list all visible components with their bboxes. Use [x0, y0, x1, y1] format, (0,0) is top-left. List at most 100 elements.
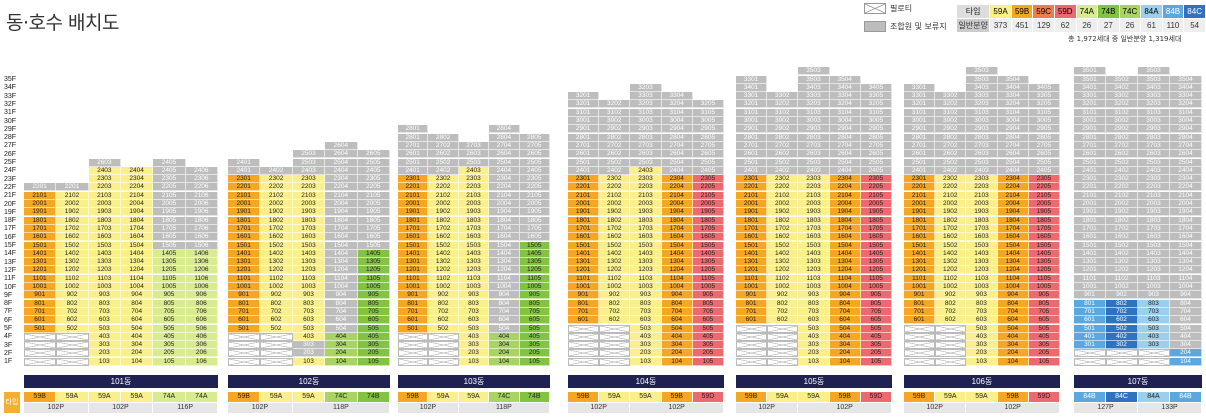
unit-cell: 704: [829, 307, 861, 316]
reserved-unit-cell: 3302: [767, 92, 799, 101]
unit-cell: 1602: [599, 233, 631, 242]
page-title: 동·호수 배치도: [6, 12, 119, 34]
reserved-unit-cell: 2005: [153, 200, 186, 208]
unit-cell: 1705: [1028, 224, 1060, 233]
unit-cell: 601: [1074, 316, 1106, 325]
reserved-unit-cell: 2601: [398, 150, 429, 159]
unit-type-cell: 59D: [860, 392, 892, 402]
unit-cell: 1005: [860, 283, 892, 291]
unit-cell: 1104: [661, 274, 693, 283]
unit-cell: 2001: [568, 200, 600, 208]
unit-cell: 1205: [357, 266, 390, 275]
unit-cell: 1703: [798, 224, 830, 233]
reserved-unit-cell: 2204: [325, 183, 358, 192]
unit-cell: 1803: [630, 216, 662, 225]
legend-pilotis-label: 필로티: [890, 4, 913, 13]
pilotis-cell: [56, 349, 89, 358]
reserved-unit-cell: 2104: [325, 191, 358, 200]
reserved-unit-cell: 2904: [1170, 125, 1202, 134]
unit-cell: 1203: [630, 266, 662, 275]
reserved-unit-cell: 1606: [185, 233, 218, 242]
reserved-unit-cell: 3304: [661, 92, 693, 101]
unit-cell: 2304: [661, 175, 693, 184]
reserved-unit-cell: 2804: [661, 133, 693, 142]
reserved-unit-cell: 1605: [153, 233, 186, 242]
unit-cell: 803: [458, 299, 490, 308]
unit-cell: 2102: [260, 191, 293, 200]
unit-cell: 1803: [88, 216, 121, 225]
unit-cell: 901: [228, 291, 261, 300]
unit-cell: 1102: [935, 274, 967, 283]
unit-cell: 1105: [357, 274, 390, 283]
unit-cell: 702: [767, 307, 799, 316]
pilotis-cell: [904, 324, 936, 333]
unit-cell: 1301: [398, 258, 429, 267]
unit-cell: 105: [357, 357, 390, 366]
type-code-59D: 59D: [1053, 4, 1077, 19]
unit-cell: 302: [1106, 341, 1138, 350]
unit-type-cell: 59A: [458, 392, 490, 402]
unit-cell: 802: [428, 299, 459, 308]
unit-type-cell: 59B: [661, 392, 693, 402]
unit-cell: 1701: [736, 224, 768, 233]
reserved-unit-cell: 1905: [519, 208, 550, 217]
reserved-unit-cell: 1704: [325, 224, 358, 233]
unit-cell: 2101: [24, 191, 57, 200]
unit-cell: 1101: [228, 274, 261, 283]
reserved-unit-cell: 2704: [829, 141, 861, 150]
unit-cell: 1901: [228, 208, 261, 217]
unit-cell: 1505: [1028, 241, 1060, 250]
reserved-unit-cell: 1004: [1170, 283, 1202, 291]
unit-cell: 1403: [798, 249, 830, 258]
reserved-unit-cell: 3503: [798, 75, 830, 84]
reserved-unit-cell: 1603: [1138, 233, 1170, 242]
unit-cell: 2403: [458, 166, 490, 175]
reserved-unit-cell: 2505: [692, 158, 724, 167]
unit-cell: 601: [568, 316, 600, 325]
reserved-unit-cell: 2802: [1106, 133, 1138, 142]
unit-cell: 902: [935, 291, 967, 300]
unit-cell: 602: [260, 316, 293, 325]
unit-cell: 1402: [260, 249, 293, 258]
unit-cell: 1306: [185, 258, 218, 267]
reserved-unit-cell: 904: [489, 291, 520, 300]
unit-cell: 405: [357, 332, 390, 341]
reserved-unit-cell: 3004: [1170, 117, 1202, 125]
pilotis-cell: [56, 332, 89, 341]
unit-cell: 2105: [1028, 191, 1060, 200]
reserved-unit-cell: 3005: [860, 117, 892, 125]
reserved-unit-cell: 3305: [860, 92, 892, 101]
pilotis-cell: [56, 357, 89, 366]
unit-cell: 801: [228, 299, 261, 308]
unit-cell: 801: [568, 299, 600, 308]
unit-size-cell: 116P: [153, 403, 218, 413]
unit-cell: 1503: [292, 241, 326, 250]
unit-cell: 1004: [121, 283, 154, 291]
reserved-unit-cell: 804: [489, 299, 520, 308]
unit-cell: 1003: [630, 283, 662, 291]
unit-cell: 1104: [829, 274, 861, 283]
unit-cell: 2202: [428, 183, 459, 192]
unit-cell: 603: [966, 316, 998, 325]
unit-cell: 304: [829, 341, 861, 350]
reserved-unit-cell: 2305: [153, 175, 186, 184]
reserved-unit-cell: 2703: [1138, 141, 1170, 150]
unit-cell: 103: [630, 357, 662, 366]
reserved-unit-cell: 3403: [966, 83, 998, 92]
reserved-unit-cell: 1303: [1138, 258, 1170, 267]
unit-type-cell: 59B: [228, 392, 261, 402]
unit-cell: 2303: [88, 175, 121, 184]
reserved-unit-cell: 1506: [185, 241, 218, 250]
column-head-unit: 3301: [904, 83, 936, 92]
pilotis-cell: [228, 357, 261, 366]
unit-cell: 1202: [599, 266, 631, 275]
pilotis-cell: [1106, 357, 1138, 366]
unit-cell: 505: [519, 324, 550, 333]
unit-cell: 1205: [860, 266, 892, 275]
unit-cell: 1202: [56, 266, 89, 275]
reserved-unit-cell: 3301: [1074, 92, 1106, 101]
unit-cell: 1201: [904, 266, 936, 275]
reserved-unit-cell: 3303: [630, 92, 662, 101]
reserved-unit-cell: 3305: [1028, 92, 1060, 101]
reserved-unit-cell: 1101: [1074, 274, 1106, 283]
